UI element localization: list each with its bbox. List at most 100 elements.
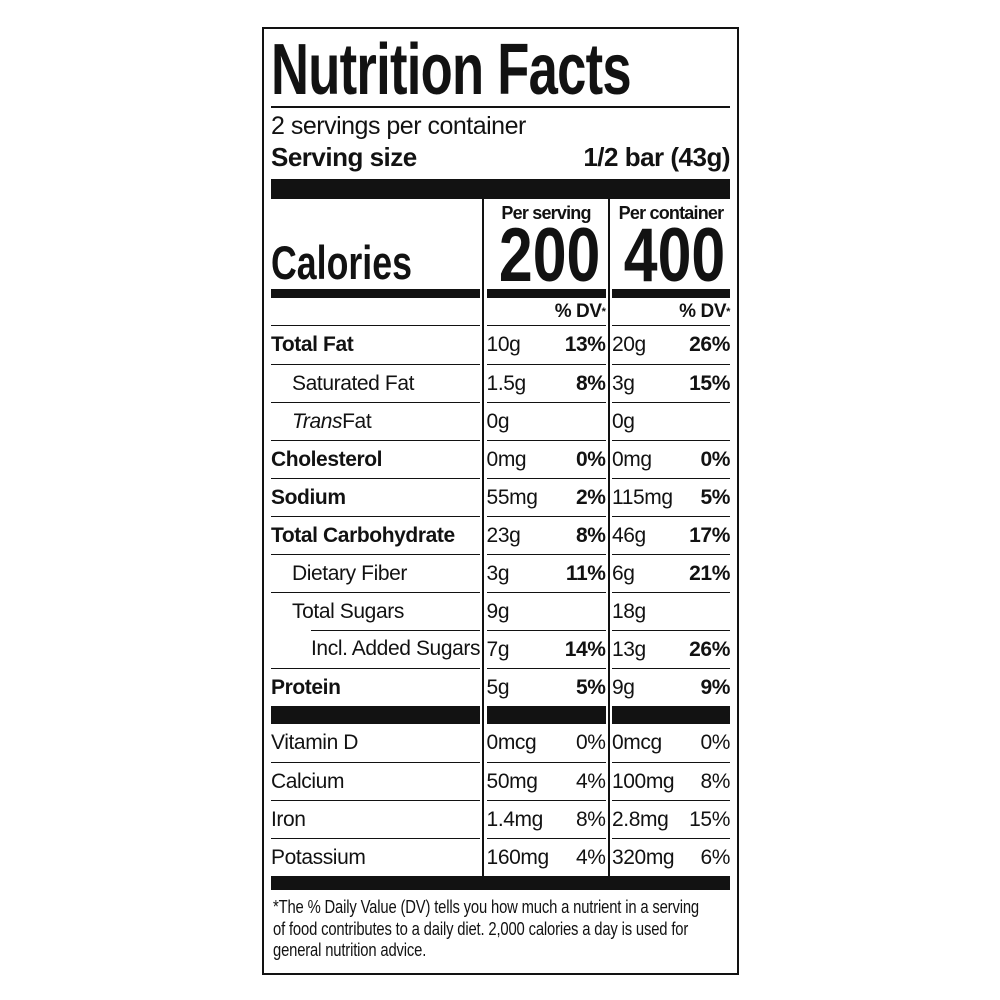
serving-size-row: Serving size 1/2 bar (43g) [271,143,730,171]
nutrition-table: Calories Total Fat Saturated Fat Trans F… [271,199,730,876]
daily-value: 11% [565,561,606,585]
daily-value: 17% [689,523,730,547]
nutrient-name: Fat [342,409,372,433]
nutrient-name: Protein [271,675,341,699]
table-row: 1.4mg 8% [486,800,606,838]
daily-value: 21% [689,561,730,585]
column-divider [606,199,612,876]
table-row: 0g [486,402,606,440]
per-serving-header: Per serving [501,203,591,223]
amount: 2.8mg [612,807,669,831]
table-row: Protein [271,668,481,706]
table-row: 0mg 0% [612,440,730,478]
nutrient-name: Saturated Fat [292,371,415,395]
table-row: 6g 21% [612,554,730,592]
table-row: 9g 9% [612,668,730,706]
amount: 160mg [486,845,550,869]
amount: 50mg [486,769,538,793]
section-divider-bar [486,706,606,724]
table-row: Calcium [271,762,481,800]
amount: 5g [486,675,510,699]
amount: 0mcg [486,731,537,754]
nutrient-name: Cholesterol [271,447,383,471]
daily-value: 8% [575,807,606,831]
amount: 0mg [612,447,652,471]
footnote-line: *The % Daily Value (DV) tells you how mu… [273,896,699,917]
vertical-rule [607,199,610,876]
table-row: 55mg 2% [486,478,606,516]
amount: 46g [612,523,646,547]
table-row: 5g 5% [486,668,606,706]
table-row: 23g 8% [486,516,606,554]
daily-value: 0% [575,447,606,471]
amount: 3g [486,561,510,585]
amount: 1.4mg [486,807,544,831]
amount: 9g [486,599,510,623]
per-serving-column: Per serving 200 % DV * 10g 13% 1.5g 8% 0g 0… [486,199,606,876]
amount: 7g [486,637,510,661]
nutrient-name: Dietary Fiber [292,561,407,585]
daily-value: 5% [575,675,606,699]
nutrient-name: Vitamin D [271,731,359,754]
amount: 6g [612,561,635,585]
table-row: 160mg 4% [486,838,606,876]
daily-value-footnote: *The % Daily Value (DV) tells you how mu… [271,890,730,961]
daily-value: 4% [575,769,606,793]
nutrient-name: Sodium [271,485,346,509]
table-row: 7g 14% [486,630,606,668]
table-row: Total Sugars [271,592,481,630]
amount: 13g [612,637,646,661]
table-row: 3g 11% [486,554,606,592]
table-row: 0mcg 0% [612,724,730,762]
daily-value: 8% [575,371,606,395]
column-divider [480,199,486,876]
thick-divider-bar [271,876,730,890]
calories-per-serving: 200 [498,213,600,298]
table-row: 20g 26% [612,326,730,364]
table-row: Vitamin D [271,724,480,762]
daily-value: 8% [575,523,606,547]
table-row: 100mg 8% [612,762,730,800]
servings-per-container: 2 servings per container [271,112,526,140]
nutrient-name: Potassium [271,845,366,869]
calories-header-cell: Calories [271,199,480,289]
per-serving-header-cell: Per serving 200 [487,199,606,298]
title-divider [271,106,730,108]
table-row: 320mg 6% [612,838,730,876]
daily-value: 6% [700,845,730,869]
label-title: Nutrition Facts [271,30,632,110]
table-row: Saturated Fat [271,364,481,402]
table-row: 10g 13% [487,326,606,364]
table-row: Sodium [271,478,481,516]
daily-value: 14% [564,637,606,661]
table-row: Cholesterol [271,440,481,478]
footnote-line: general nutrition advice. [273,939,427,960]
daily-value: 8% [700,769,730,793]
table-row: Iron [271,800,481,838]
nutrient-name: Incl. Added Sugars [311,637,481,660]
per-container-column: Per container 400 % DV * 20g 26% 3g 15% 0g … [612,199,730,876]
amount: 100mg [612,769,675,793]
table-row: 46g 17% [612,516,730,554]
nutrient-name: Total Carbohydrate [271,523,455,547]
per-container-header: Per container [618,203,724,223]
table-row: Potassium [271,838,481,876]
table-row: Dietary Fiber [271,554,481,592]
table-row: 115mg 5% [612,478,730,516]
per-container-header-cell: Per container 400 [612,199,730,294]
daily-value: 0% [575,731,606,754]
table-row: Incl. Added Sugars [271,630,480,668]
daily-value: 15% [689,371,730,395]
dv-header: % DV * [612,298,730,326]
calories-label: Calories [271,236,412,289]
table-row: Total Fat [271,326,480,364]
table-row: 13g 26% [612,630,730,668]
vertical-rule [482,199,485,876]
daily-value: 5% [700,485,730,509]
daily-value: 9% [700,675,730,699]
section-divider-bar [271,706,481,724]
nutrient-name-italic: Trans [292,409,343,433]
table-row: Total Carbohydrate [271,516,481,554]
table-row: 3g 15% [612,364,730,402]
